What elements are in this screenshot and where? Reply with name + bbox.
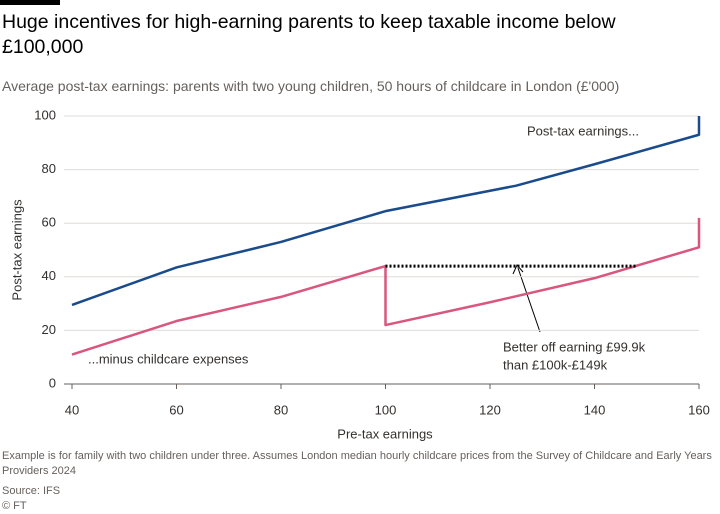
source: Source: IFS bbox=[2, 485, 61, 497]
series-line bbox=[71, 217, 701, 356]
y-tick-label: 40 bbox=[42, 268, 56, 283]
brand-bar bbox=[0, 0, 60, 5]
series-label: ...minus childcare expenses bbox=[88, 351, 249, 366]
x-tick-label: 80 bbox=[274, 402, 288, 417]
annotation-text: than £100k-£149k bbox=[503, 357, 608, 372]
y-axis-label: Post-tax earnings bbox=[9, 199, 24, 301]
y-tick-label: 20 bbox=[42, 322, 56, 337]
y-tick-label: 80 bbox=[42, 161, 56, 176]
chart-title: Huge incentives for high-earning parents… bbox=[2, 11, 616, 58]
x-tick-label: 60 bbox=[169, 402, 183, 417]
x-axis-label: Pre-tax earnings bbox=[337, 426, 433, 441]
annotation-text: Better off earning £99.9k bbox=[503, 339, 646, 354]
chart-subtitle: Average post-tax earnings: parents with … bbox=[2, 78, 620, 94]
series-label: Post-tax earnings... bbox=[527, 123, 639, 138]
x-tick-label: 100 bbox=[375, 402, 397, 417]
y-tick-label: 0 bbox=[49, 375, 56, 390]
note: Example is for family with two children … bbox=[2, 450, 712, 477]
y-tick-label: 60 bbox=[42, 215, 56, 230]
x-tick-label: 160 bbox=[688, 402, 710, 417]
chart: Pre-tax earnings Post-tax earnings 0 20 40… bbox=[9, 107, 710, 441]
x-tick-label: 120 bbox=[479, 402, 501, 417]
series-line bbox=[71, 116, 701, 307]
x-tick-label: 40 bbox=[65, 402, 79, 417]
annotation-arrowhead bbox=[512, 264, 524, 275]
credit: © FT bbox=[2, 500, 27, 512]
annotation-arrow bbox=[517, 267, 541, 333]
x-tick-label: 140 bbox=[584, 402, 606, 417]
y-tick-label: 100 bbox=[34, 107, 56, 122]
